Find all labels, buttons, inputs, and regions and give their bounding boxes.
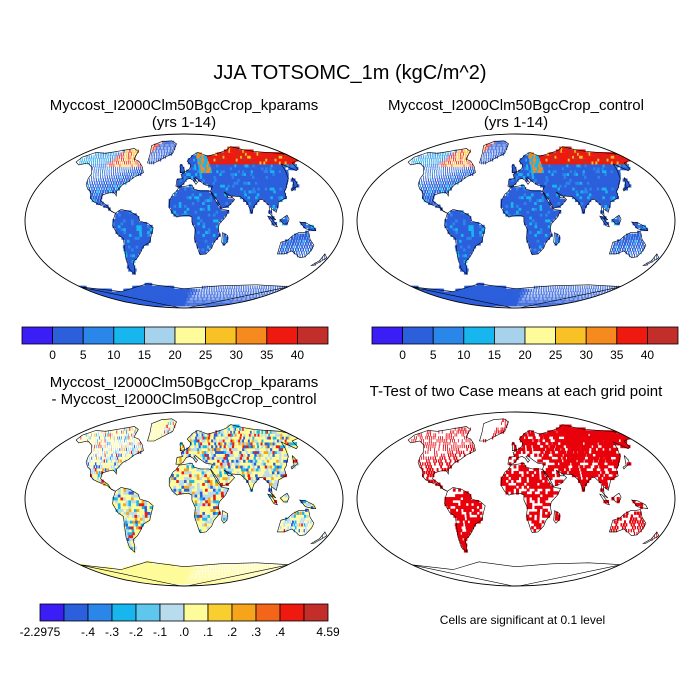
- colorbar-bin: [585, 326, 618, 345]
- colorbar-tick-label: -2.2975: [20, 625, 61, 639]
- colorbar-tick-label: .1: [203, 625, 213, 639]
- colorbar-tick-label: 5: [80, 348, 87, 362]
- colorbar-tick-label: .4: [275, 625, 285, 639]
- colorbar-bin: [21, 326, 54, 345]
- colorbar-bin: [135, 603, 161, 622]
- panel-title-kparams-line2: (yrs 1-14): [151, 114, 217, 131]
- colorbar-tick-label: 35: [610, 348, 624, 362]
- colorbar-tick-label: .2: [227, 625, 237, 639]
- colorbar-tick-label: 15: [488, 348, 502, 362]
- map-border: [356, 411, 676, 587]
- map-control: [356, 133, 676, 309]
- colorbar-tick-label: 5: [430, 348, 437, 362]
- colorbar-tick-label: 35: [260, 348, 274, 362]
- map-grid-cells: [408, 140, 658, 307]
- colorbar-bin: [524, 326, 557, 345]
- panel-title-kparams-line1: Myccost_I2000Clm50BgcCrop_kparams: [49, 97, 319, 114]
- colorbar-tick-label: 30: [230, 348, 244, 362]
- colorbar-kparams: 0 5 10 15 20 25 30 35 40: [21, 326, 329, 362]
- map-border: [356, 133, 676, 309]
- colorbar-bin: [235, 326, 268, 345]
- colorbar-bin: [296, 326, 329, 345]
- coastline-outline: [75, 140, 328, 308]
- colorbar-bin: [231, 603, 257, 622]
- colorbar-tick-label: 40: [641, 348, 655, 362]
- colorbar-tick-label: -.2: [129, 625, 143, 639]
- panel-title-difference: Myccost_I2000Clm50BgcCrop_kparams - Mycc…: [24, 374, 344, 408]
- colorbar-bin: [63, 603, 89, 622]
- colorbar-tick-label: 0: [399, 348, 406, 362]
- significance-note: Cells are significant at 0.1 level: [439, 613, 606, 627]
- colorbar-tick-label: 40: [291, 348, 305, 362]
- panel-title-ttest: T-Test of two Case means at each grid po…: [356, 383, 676, 400]
- colorbar-bin: [52, 326, 84, 345]
- colorbar-tick-label: 0: [49, 348, 56, 362]
- colorbar-bin: [144, 326, 176, 345]
- colorbar-bin: [174, 326, 207, 345]
- colorbar-bin: [183, 603, 209, 622]
- coastline-outline: [407, 418, 660, 586]
- colorbar-bin: [205, 326, 237, 345]
- panel-title-difference-line2: - Myccost_I2000Clm50BgcCrop_control: [51, 391, 317, 408]
- figure-title: JJA TOTSOMC_1m (kgC/m^2): [213, 62, 487, 84]
- colorbar-bin: [432, 326, 465, 345]
- colorbar-tick-label: 25: [549, 348, 563, 362]
- colorbar-bin: [616, 326, 648, 345]
- panel-title-ttest-line1: T-Test of two Case means at each grid po…: [369, 383, 663, 400]
- colorbar-bin: [371, 326, 404, 345]
- colorbar-bin: [646, 326, 679, 345]
- colorbar-bin: [266, 326, 298, 345]
- map-grid-cells: [76, 418, 326, 585]
- colorbar-bin: [207, 603, 233, 622]
- map-ttest: [356, 411, 676, 587]
- colorbar-bin: [39, 603, 65, 622]
- colorbar-bin: [555, 326, 587, 345]
- colorbar-bin: [113, 326, 145, 345]
- colorbar-bin: [82, 326, 115, 345]
- map-border: [24, 133, 344, 309]
- coastline-outline: [407, 140, 660, 308]
- panel-title-control: Myccost_I2000Clm50BgcCrop_control (yrs 1…: [356, 97, 676, 131]
- colorbar-control: 0 5 10 15 20 25 30 35 40: [371, 326, 679, 362]
- panel-title-control-line2: (yrs 1-14): [483, 114, 549, 131]
- colorbar-tick-label: 4.59: [316, 625, 340, 639]
- colorbar-tick-label: 15: [138, 348, 152, 362]
- colorbar-bin: [87, 603, 113, 622]
- map-difference: [24, 411, 344, 587]
- colorbar-bin: [159, 603, 185, 622]
- colorbar-tick-label: 10: [107, 348, 121, 362]
- colorbar-tick-label: -.1: [153, 625, 167, 639]
- colorbar-tick-label: .0: [179, 625, 189, 639]
- colorbar-bin: [279, 603, 305, 622]
- colorbar-bin: [111, 603, 137, 622]
- colorbar-bin: [402, 326, 434, 345]
- colorbar-tick-label: -.4: [81, 625, 95, 639]
- colorbar-tick-label: 25: [199, 348, 213, 362]
- colorbar-tick-label: 10: [457, 348, 471, 362]
- colorbar-bin: [255, 603, 281, 622]
- panel-title-kparams: Myccost_I2000Clm50BgcCrop_kparams (yrs 1…: [24, 97, 344, 131]
- colorbar-tick-label: -.3: [105, 625, 119, 639]
- colorbar-bin: [494, 326, 526, 345]
- panel-title-control-line1: Myccost_I2000Clm50BgcCrop_control: [388, 97, 644, 114]
- map-border: [24, 411, 344, 587]
- colorbar-tick-label: .3: [251, 625, 261, 639]
- coastline-outline: [75, 418, 328, 586]
- colorbar-bin: [303, 603, 329, 622]
- colorbar-bin: [463, 326, 495, 345]
- map-grid-cells: [76, 140, 326, 307]
- panel-title-difference-line1: Myccost_I2000Clm50BgcCrop_kparams: [49, 374, 319, 391]
- colorbar-difference: -2.2975 -.4 -.3 -.2 -.1 .0 .1 .2 .3 .4 4.59: [20, 603, 340, 639]
- colorbar-tick-label: 30: [580, 348, 594, 362]
- map-kparams: [24, 133, 344, 309]
- colorbar-tick-label: 20: [168, 348, 182, 362]
- colorbar-tick-label: 20: [518, 348, 532, 362]
